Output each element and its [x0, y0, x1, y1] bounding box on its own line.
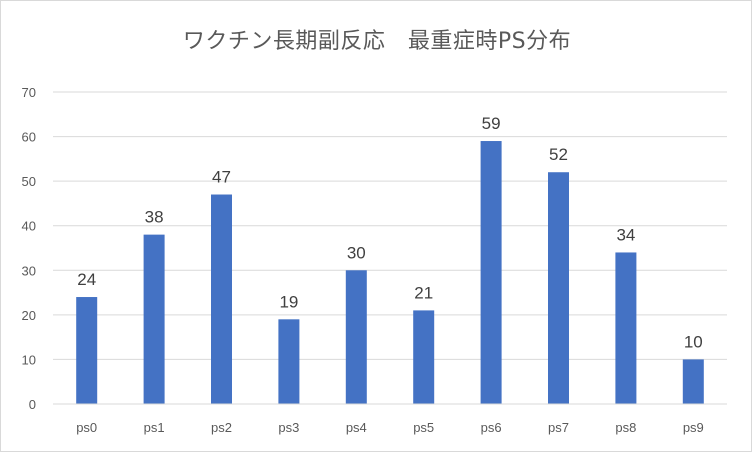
- x-tick-label-ps9: ps9: [683, 420, 704, 435]
- x-tick-label-ps0: ps0: [76, 420, 97, 435]
- data-label-ps7: 52: [549, 145, 568, 164]
- bar-ps1: [143, 234, 165, 404]
- bar-ps5: [413, 310, 435, 404]
- data-label-ps2: 47: [212, 168, 231, 187]
- bar-ps0: [76, 297, 98, 404]
- data-label-ps9: 10: [684, 332, 703, 351]
- data-label-ps1: 38: [145, 208, 164, 227]
- data-labels: 24 38 47 19 30 21 59 52 34 10: [77, 114, 703, 351]
- y-tick-label: 50: [22, 174, 36, 189]
- y-tick-label: 70: [22, 85, 36, 100]
- y-axis-ticks: 0 10 20 30 40 50 60 70: [22, 85, 36, 412]
- bar-ps7: [548, 172, 569, 404]
- x-tick-label-ps8: ps8: [615, 420, 636, 435]
- bar-ps9: [682, 359, 704, 404]
- data-label-ps4: 30: [347, 243, 366, 262]
- bars: [76, 141, 704, 404]
- gridlines: [53, 91, 727, 360]
- x-tick-label-ps4: ps4: [346, 420, 367, 435]
- data-label-ps8: 34: [616, 225, 635, 244]
- x-tick-label-ps1: ps1: [144, 420, 165, 435]
- bar-ps3: [278, 319, 300, 404]
- x-axis-ticks: ps0 ps1 ps2 ps3 ps4 ps5 ps6 ps7 ps8 ps9: [76, 420, 704, 435]
- y-tick-label: 20: [22, 308, 36, 323]
- data-label-ps0: 24: [77, 270, 96, 289]
- data-label-ps5: 21: [414, 283, 433, 302]
- y-tick-label: 10: [22, 352, 36, 367]
- bar-ps8: [615, 252, 637, 404]
- x-tick-label-ps5: ps5: [413, 420, 434, 435]
- y-tick-label: 30: [22, 263, 36, 278]
- data-label-ps6: 59: [482, 114, 501, 133]
- y-tick-label: 40: [22, 219, 36, 234]
- x-tick-label-ps6: ps6: [481, 420, 502, 435]
- x-tick-label-ps7: ps7: [548, 420, 569, 435]
- x-tick-label-ps2: ps2: [211, 420, 232, 435]
- x-tick-label-ps3: ps3: [278, 420, 299, 435]
- y-tick-label: 0: [29, 397, 36, 412]
- bar-ps4: [345, 270, 367, 404]
- bar-ps6: [480, 141, 502, 404]
- bar-ps2: [211, 194, 232, 404]
- y-tick-label: 60: [22, 130, 36, 145]
- chart-title: ワクチン長期副反応 最重症時PS分布: [182, 29, 572, 54]
- data-label-ps3: 19: [279, 292, 298, 311]
